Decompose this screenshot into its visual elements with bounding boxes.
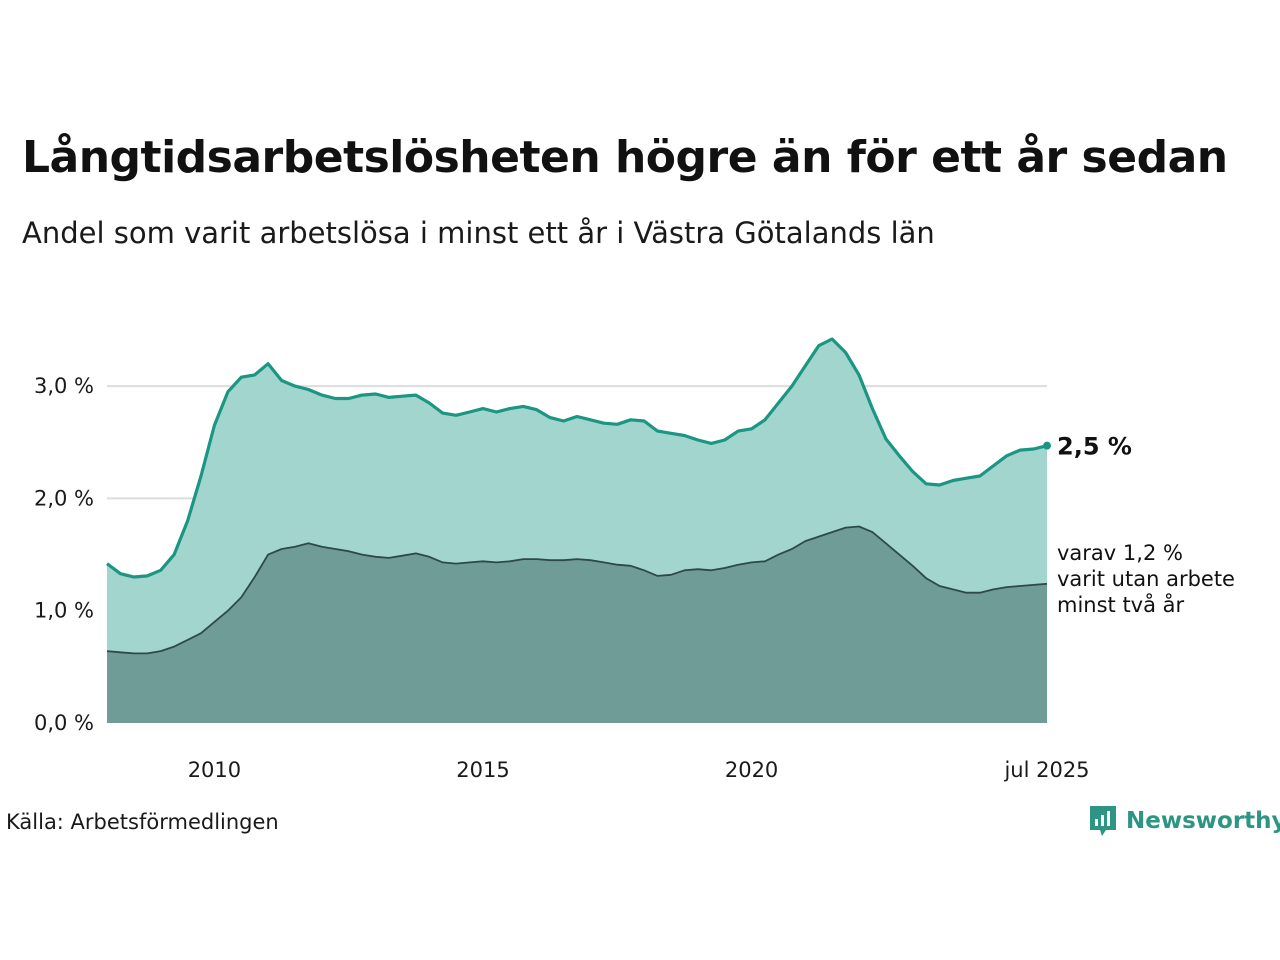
end-value-label: 2,5 % [1057,433,1132,461]
sub-label-line: varit utan arbete [1057,567,1235,591]
sub-label-line: varav 1,2 % [1057,541,1183,565]
y-tick-label: 3,0 % [34,374,94,398]
brand-logo: Newsworthy [1088,804,1280,838]
chart-title: Långtidsarbetslösheten högre än för ett … [22,132,1228,183]
x-tick-label: jul 2025 [1003,758,1089,782]
brand-name: Newsworthy [1126,808,1280,834]
y-tick-label: 2,0 % [34,486,94,510]
x-tick-label: 2020 [725,758,778,782]
two-year-area [107,526,1047,723]
end-point-marker [1043,441,1051,450]
two-year-line [106,525,1048,655]
source-note: Källa: Arbetsförmedlingen [6,810,279,834]
x-tick-label: 2010 [188,758,241,782]
y-tick-label: 0,0 % [34,711,94,735]
x-axis-ticks: 2010 2015 2020 jul 2025 [188,758,1090,782]
sub-series-label: varav 1,2 % varit utan arbete minst två … [1057,541,1242,617]
chart-subtitle: Andel som varit arbetslösa i minst ett å… [22,216,935,250]
sub-label-line: minst två år [1057,592,1185,617]
y-axis-ticks: 0,0 % 1,0 % 2,0 % 3,0 % [34,374,94,735]
y-tick-label: 1,0 % [34,599,94,623]
total-line [106,337,1048,579]
newsworthy-logo-icon [1090,806,1116,836]
x-tick-label: 2015 [456,758,509,782]
